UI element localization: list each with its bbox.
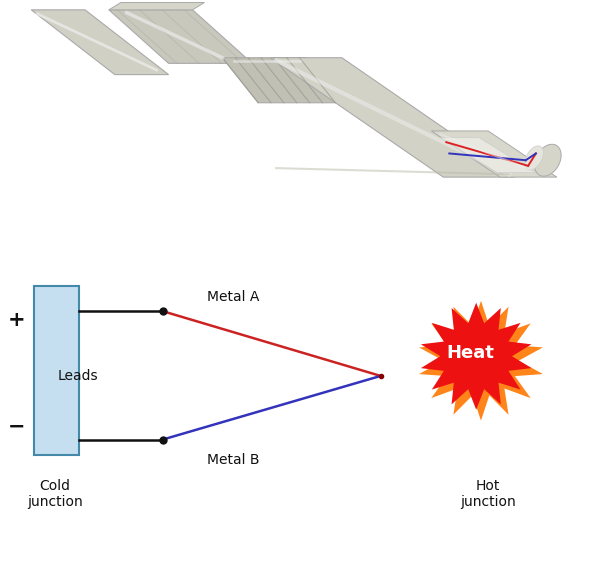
Polygon shape bbox=[421, 303, 532, 410]
Polygon shape bbox=[270, 58, 515, 177]
Text: Hot
junction: Hot junction bbox=[460, 479, 516, 509]
Polygon shape bbox=[419, 301, 543, 421]
Polygon shape bbox=[223, 58, 342, 103]
Text: Leads: Leads bbox=[58, 369, 99, 383]
Polygon shape bbox=[440, 138, 536, 173]
FancyBboxPatch shape bbox=[34, 286, 79, 455]
Polygon shape bbox=[31, 10, 169, 75]
Polygon shape bbox=[109, 10, 252, 63]
Text: Cold
junction: Cold junction bbox=[27, 479, 83, 509]
Text: Metal A: Metal A bbox=[208, 290, 260, 304]
Text: +: + bbox=[8, 310, 25, 329]
Polygon shape bbox=[431, 131, 557, 177]
Polygon shape bbox=[109, 2, 205, 10]
Text: Heat: Heat bbox=[446, 344, 494, 362]
Text: −: − bbox=[8, 417, 25, 436]
Text: Metal B: Metal B bbox=[208, 453, 260, 468]
Ellipse shape bbox=[525, 146, 544, 170]
Ellipse shape bbox=[535, 144, 561, 176]
